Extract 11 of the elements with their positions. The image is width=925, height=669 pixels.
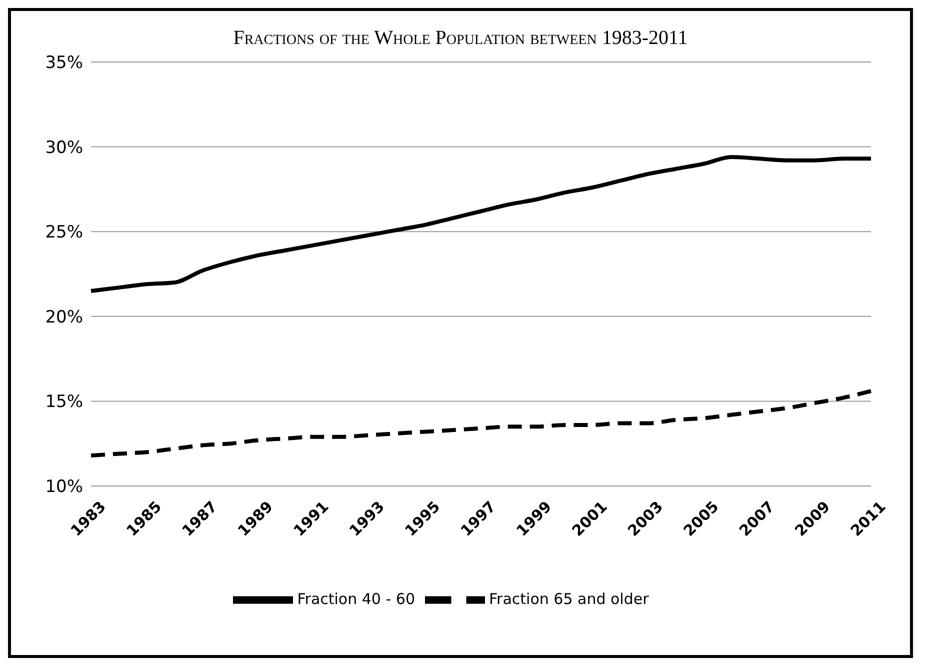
- legend-label: Fraction 65 and older: [489, 590, 649, 608]
- line-series: [89, 154, 873, 293]
- y-tick-label: 30%: [45, 138, 83, 158]
- y-tick-label: 20%: [45, 307, 83, 328]
- y-tick-label: 10%: [45, 477, 83, 498]
- y-tick-label: 35%: [45, 53, 83, 74]
- y-tick-label: 25%: [45, 222, 83, 243]
- y-tick-label: 15%: [45, 392, 83, 412]
- line-series: [89, 389, 873, 458]
- legend-label: Fraction 40 - 60: [297, 590, 416, 608]
- chart-title: Fractions of the Whole Population between 1983-2011: [232, 27, 689, 50]
